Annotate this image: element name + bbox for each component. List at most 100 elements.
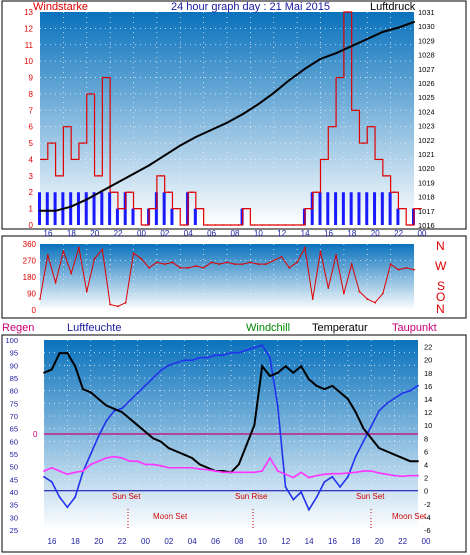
taupunkt-point (292, 476, 295, 479)
taupunkt-point (183, 466, 186, 469)
taupunkt-point (74, 471, 77, 474)
taupunkt-point (378, 472, 380, 474)
windrichtung-point (311, 298, 314, 300)
panel3-x-tick: 10 (258, 537, 267, 546)
luftdruck-tick: 1030 (418, 22, 435, 31)
windstarke-point (50, 142, 53, 144)
luftdruck-point (194, 135, 197, 138)
windrichtung-point (304, 246, 306, 249)
windrichtung-point (155, 261, 158, 264)
temperatur-point (183, 453, 186, 456)
windrichtung-tick: 360 (23, 240, 37, 249)
compass-s: S (437, 279, 445, 293)
windrichtung-point (272, 259, 275, 262)
temperatur-point (354, 411, 357, 413)
panel1-x-tick: 02 (160, 229, 169, 238)
windstarke-point (253, 224, 256, 226)
windstarke-point (113, 191, 115, 194)
windstarke-point (105, 76, 108, 79)
temperatur-tick: 14 (424, 395, 432, 404)
luftfeuchte-point (183, 359, 186, 362)
taupunkt-point (113, 455, 116, 458)
windstarke-point (385, 175, 388, 177)
panel3-x-tick: 06 (211, 537, 220, 546)
panel2-plot-bg (40, 244, 414, 310)
taupunkt-point (362, 470, 365, 472)
windstarke-point (354, 109, 357, 112)
regen-label: Regen (2, 322, 34, 334)
windrichtung-point (62, 250, 65, 253)
taupunkt-point (66, 473, 69, 476)
taupunkt-point (409, 474, 412, 477)
gust-bar (388, 192, 392, 225)
temperatur-point (331, 384, 334, 387)
luftdruck-point (70, 205, 73, 208)
luftfeuchte-tick: 55 (10, 450, 18, 459)
taupunkt-point (222, 471, 225, 474)
event-sun-set-1: Sun Set (112, 492, 141, 501)
windstarke-tick: 6 (29, 123, 34, 132)
luftfeuchte-point (409, 389, 412, 392)
luftfeuchte-point (370, 425, 373, 428)
temperatur-point (128, 417, 131, 420)
temperatur-point (253, 424, 256, 427)
gust-bar (334, 192, 338, 225)
taupunkt-point (206, 468, 209, 471)
temperatur-tick: 16 (424, 382, 432, 391)
luftdruck-tick: 1027 (418, 65, 435, 74)
temperatur-point (378, 447, 380, 450)
luftfeuchte-point (198, 356, 201, 359)
taupunkt-point (152, 463, 154, 466)
windstarke-point (66, 125, 69, 128)
luftdruck-point (381, 30, 384, 33)
windstarke-point (346, 11, 349, 13)
luftdruck-tick: 1020 (418, 164, 435, 173)
luftfeuchte-point (385, 402, 388, 405)
luftdruck-point (132, 172, 135, 175)
luftdruck-point (148, 164, 151, 167)
luftfeuchte-tick: 75 (10, 399, 18, 408)
windrichtung-point (210, 261, 213, 264)
luftdruck-point (319, 57, 322, 60)
taupunkt-point (128, 460, 131, 463)
temperatur-point (276, 371, 279, 374)
gust-bar (100, 192, 104, 225)
windstarke-point (401, 207, 404, 210)
luftdruck-tick: 1028 (418, 51, 435, 60)
windrichtung-point (117, 305, 119, 308)
luftdruck-tick: 1029 (418, 36, 435, 45)
taupunkt-point (346, 472, 349, 474)
windstarke-point (144, 224, 146, 226)
luftfeuchte-point (136, 392, 139, 395)
luftfeuchte-tick: 60 (10, 437, 18, 446)
temperatur-point (74, 365, 77, 368)
taupunkt-point (191, 466, 193, 469)
windstarke-point (417, 207, 419, 210)
luftfeuchte-point (237, 351, 240, 354)
luftdruck-tick: 1021 (418, 150, 435, 159)
windrichtung-tick: 180 (23, 273, 37, 282)
windstarke-tick: 2 (29, 188, 34, 197)
rain-zero-marker: 0 (33, 430, 38, 439)
luftfeuchte-point (284, 486, 287, 488)
luftdruck-tick: 1023 (418, 122, 435, 131)
temperatur-tick: 10 (424, 421, 432, 430)
temperatur-tick: 12 (424, 408, 432, 417)
windstarke-tick: 11 (25, 41, 34, 50)
luftfeuchte-point (152, 377, 154, 379)
taupunkt-point (261, 470, 264, 472)
windrichtung-point (327, 287, 330, 289)
luftfeuchte-point (222, 354, 225, 357)
panel1-x-tick: 06 (207, 229, 216, 238)
luftdruck-tick: 1018 (418, 193, 435, 202)
luftfeuchte-point (206, 356, 209, 359)
luftfeuchte-tick: 40 (10, 488, 18, 497)
windstarke-point (308, 207, 310, 210)
windrichtung-point (405, 266, 408, 269)
temperatur-point (417, 460, 419, 463)
windstarke-point (89, 93, 92, 95)
taupunkt-point (58, 470, 61, 472)
taupunkt-point (245, 471, 248, 474)
temperatur-point (385, 450, 388, 453)
windrichtung-point (389, 263, 392, 266)
